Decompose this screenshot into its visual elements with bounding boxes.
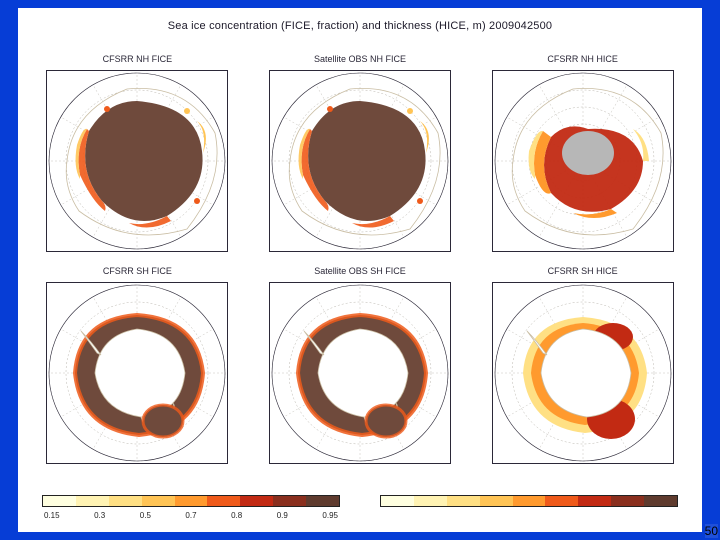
map-cell: CFSRR NH HICE xyxy=(483,54,682,252)
map-cell: CFSRR SH FICE xyxy=(38,266,237,464)
colorbar-tick: 0.9 xyxy=(277,511,288,520)
map-subtitle: Satellite OBS SH FICE xyxy=(314,266,406,278)
map-subtitle: CFSRR SH HICE xyxy=(548,266,618,278)
map-cell: Satellite OBS NH FICE xyxy=(261,54,460,252)
colorbar-fice-bar xyxy=(42,495,340,507)
colorbar-tick: 0.7 xyxy=(185,511,196,520)
colorbar-segment xyxy=(447,496,480,506)
slide-page: Sea ice concentration (FICE, fraction) a… xyxy=(0,0,720,540)
page-number: 50 xyxy=(705,524,718,538)
colorbar-segment xyxy=(142,496,175,506)
map-subtitle: CFSRR SH FICE xyxy=(103,266,172,278)
colorbar-tick: 0.15 xyxy=(44,511,60,520)
map-box xyxy=(269,70,451,252)
colorbar-segment xyxy=(43,496,76,506)
colorbar-row: 0.15 0.3 0.5 0.7 0.8 0.9 0.95 xyxy=(42,495,678,520)
colorbar-tick: 0.5 xyxy=(140,511,151,520)
colorbar-fice: 0.15 0.3 0.5 0.7 0.8 0.9 0.95 xyxy=(42,495,340,520)
colorbar-segment xyxy=(611,496,644,506)
colorbar-segment xyxy=(545,496,578,506)
colorbar-segment xyxy=(578,496,611,506)
map-box xyxy=(269,282,451,464)
colorbar-tick: 0.95 xyxy=(322,511,338,520)
colorbar-segment xyxy=(207,496,240,506)
colorbar-segment xyxy=(480,496,513,506)
colorbar-segment xyxy=(76,496,109,506)
colorbar-segment xyxy=(175,496,208,506)
map-box xyxy=(492,282,674,464)
colorbar-hice xyxy=(380,495,678,520)
figure-panel: Sea ice concentration (FICE, fraction) a… xyxy=(18,8,702,532)
colorbar-segment xyxy=(273,496,306,506)
map-cell: CFSRR SH HICE xyxy=(483,266,682,464)
colorbar-segment xyxy=(240,496,273,506)
map-box xyxy=(492,70,674,252)
map-box xyxy=(46,70,228,252)
colorbar-segment xyxy=(414,496,447,506)
colorbar-segment xyxy=(381,496,414,506)
map-subtitle: CFSRR NH HICE xyxy=(547,54,618,66)
colorbar-fice-ticks: 0.15 0.3 0.5 0.7 0.8 0.9 0.95 xyxy=(42,511,340,520)
figure-main-title: Sea ice concentration (FICE, fraction) a… xyxy=(18,20,702,32)
colorbar-tick: 0.8 xyxy=(231,511,242,520)
colorbar-segment xyxy=(109,496,142,506)
map-subtitle: CFSRR NH FICE xyxy=(103,54,173,66)
map-grid: CFSRR NH FICE Satellite OBS NH FICE CFSR… xyxy=(38,54,682,464)
colorbar-segment xyxy=(513,496,546,506)
colorbar-hice-bar xyxy=(380,495,678,507)
map-cell: CFSRR NH FICE xyxy=(38,54,237,252)
colorbar-tick: 0.3 xyxy=(94,511,105,520)
map-cell: Satellite OBS SH FICE xyxy=(261,266,460,464)
colorbar-segment xyxy=(644,496,677,506)
map-box xyxy=(46,282,228,464)
colorbar-segment xyxy=(306,496,339,506)
map-subtitle: Satellite OBS NH FICE xyxy=(314,54,406,66)
